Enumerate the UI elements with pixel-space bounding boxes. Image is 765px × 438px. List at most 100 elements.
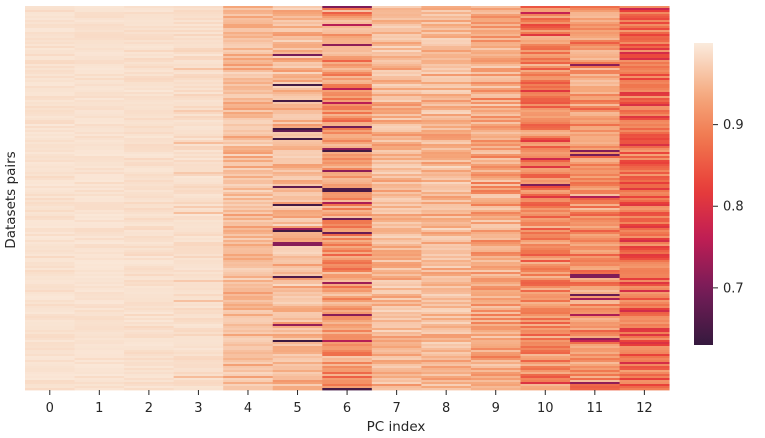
heatmap-cell (470, 150, 521, 153)
heatmap-cell (421, 164, 472, 167)
heatmap-cell (619, 122, 670, 125)
heatmap-cell (223, 12, 274, 15)
heatmap-cell (371, 152, 422, 155)
heatmap-cell (619, 184, 670, 187)
heatmap-cell (173, 80, 224, 83)
heatmap-cell (619, 46, 670, 49)
heatmap-cell (173, 64, 224, 67)
heatmap-cell (25, 284, 75, 287)
heatmap-cell (371, 146, 422, 149)
heatmap-cell (223, 174, 274, 177)
heatmap-cell (520, 304, 571, 307)
heatmap-cell (520, 142, 571, 145)
heatmap-cell (520, 198, 571, 201)
heatmap-cell (272, 368, 323, 371)
heatmap-cell (570, 72, 620, 75)
heatmap-cell (470, 30, 521, 33)
heatmap-cell (322, 260, 373, 263)
heatmap-cell (371, 382, 422, 385)
heatmap-cell (124, 216, 175, 219)
heatmap-cell (520, 340, 571, 343)
heatmap-cell (74, 54, 125, 57)
heatmap-cell (520, 124, 571, 127)
heatmap-cell (74, 22, 125, 25)
heatmap-cell (421, 364, 472, 367)
heatmap-cell (570, 26, 620, 29)
heatmap-cell (619, 216, 670, 219)
heatmap-cell (74, 300, 125, 303)
heatmap-cell (124, 240, 175, 243)
heatmap-cell (223, 344, 274, 347)
heatmap-cell (173, 188, 224, 191)
heatmap-cell (25, 36, 75, 39)
heatmap-cell (322, 174, 373, 177)
heatmap-cell (25, 32, 75, 35)
heatmap-cell (470, 364, 521, 367)
heatmap-cell (421, 116, 472, 119)
heatmap-cell (322, 92, 373, 95)
heatmap-cell (223, 176, 274, 179)
heatmap-cell (173, 366, 224, 369)
heatmap-cell (371, 324, 422, 327)
heatmap-cell (223, 22, 274, 25)
heatmap-cell (74, 46, 125, 49)
heatmap-cell (272, 208, 323, 211)
heatmap-cell (619, 42, 670, 45)
heatmap-cell (272, 38, 323, 41)
heatmap-cell (74, 308, 125, 311)
heatmap-cell (223, 268, 274, 271)
heatmap-cell (124, 36, 175, 39)
heatmap-cell (272, 142, 323, 145)
heatmap-cell (421, 122, 472, 125)
heatmap-cell (25, 106, 75, 109)
heatmap-cell (619, 376, 670, 379)
heatmap-cell (173, 206, 224, 209)
heatmap-cell (570, 372, 620, 375)
heatmap-cell (421, 70, 472, 73)
heatmap-cell (421, 272, 472, 275)
heatmap-cell (74, 10, 125, 13)
heatmap-cell (470, 210, 521, 213)
heatmap-cell (322, 38, 373, 41)
heatmap-cell (421, 196, 472, 199)
heatmap-cell (470, 306, 521, 309)
heatmap-cell (371, 174, 422, 177)
heatmap-cell (619, 208, 670, 211)
heatmap-cell (520, 214, 571, 217)
heatmap-cell (421, 374, 472, 377)
heatmap-cell (470, 254, 521, 257)
heatmap-cell (223, 290, 274, 293)
heatmap-cell (570, 196, 620, 199)
heatmap-cell (25, 102, 75, 105)
heatmap-cell (74, 8, 125, 11)
heatmap-cell (570, 78, 620, 81)
heatmap-cell (371, 354, 422, 357)
heatmap-cell (272, 292, 323, 295)
heatmap-cell (223, 40, 274, 43)
heatmap-cell (470, 206, 521, 209)
heatmap-cell (421, 104, 472, 107)
heatmap-cell (25, 336, 75, 339)
heatmap-cell (570, 310, 620, 313)
heatmap-cell (619, 146, 670, 149)
heatmap-cell (223, 142, 274, 145)
heatmap-cell (570, 86, 620, 89)
heatmap-cell (74, 66, 125, 69)
heatmap-cell (470, 106, 521, 109)
heatmap-cell (322, 122, 373, 125)
heatmap-cell (520, 296, 571, 299)
heatmap-cell (322, 244, 373, 247)
heatmap-cell (322, 314, 373, 317)
heatmap-cell (173, 198, 224, 201)
heatmap-cell (421, 276, 472, 279)
heatmap-cell (173, 244, 224, 247)
heatmap-cell (619, 248, 670, 251)
heatmap-cell (570, 278, 620, 281)
heatmap-cell (322, 178, 373, 181)
heatmap-cell (74, 162, 125, 165)
heatmap-cell (25, 272, 75, 275)
heatmap-cell (570, 46, 620, 49)
heatmap-cell (421, 38, 472, 41)
heatmap-cell (74, 338, 125, 341)
heatmap-cell (570, 148, 620, 151)
